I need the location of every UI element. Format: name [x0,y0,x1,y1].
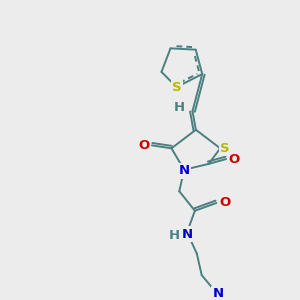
Text: H: H [174,101,185,114]
Text: O: O [139,139,150,152]
Text: S: S [172,81,182,94]
Text: N: N [182,228,193,241]
Text: N: N [213,287,224,300]
Text: O: O [220,196,231,209]
Text: S: S [220,142,230,155]
Text: N: N [178,164,190,177]
Text: O: O [228,152,239,166]
Text: H: H [169,229,180,242]
